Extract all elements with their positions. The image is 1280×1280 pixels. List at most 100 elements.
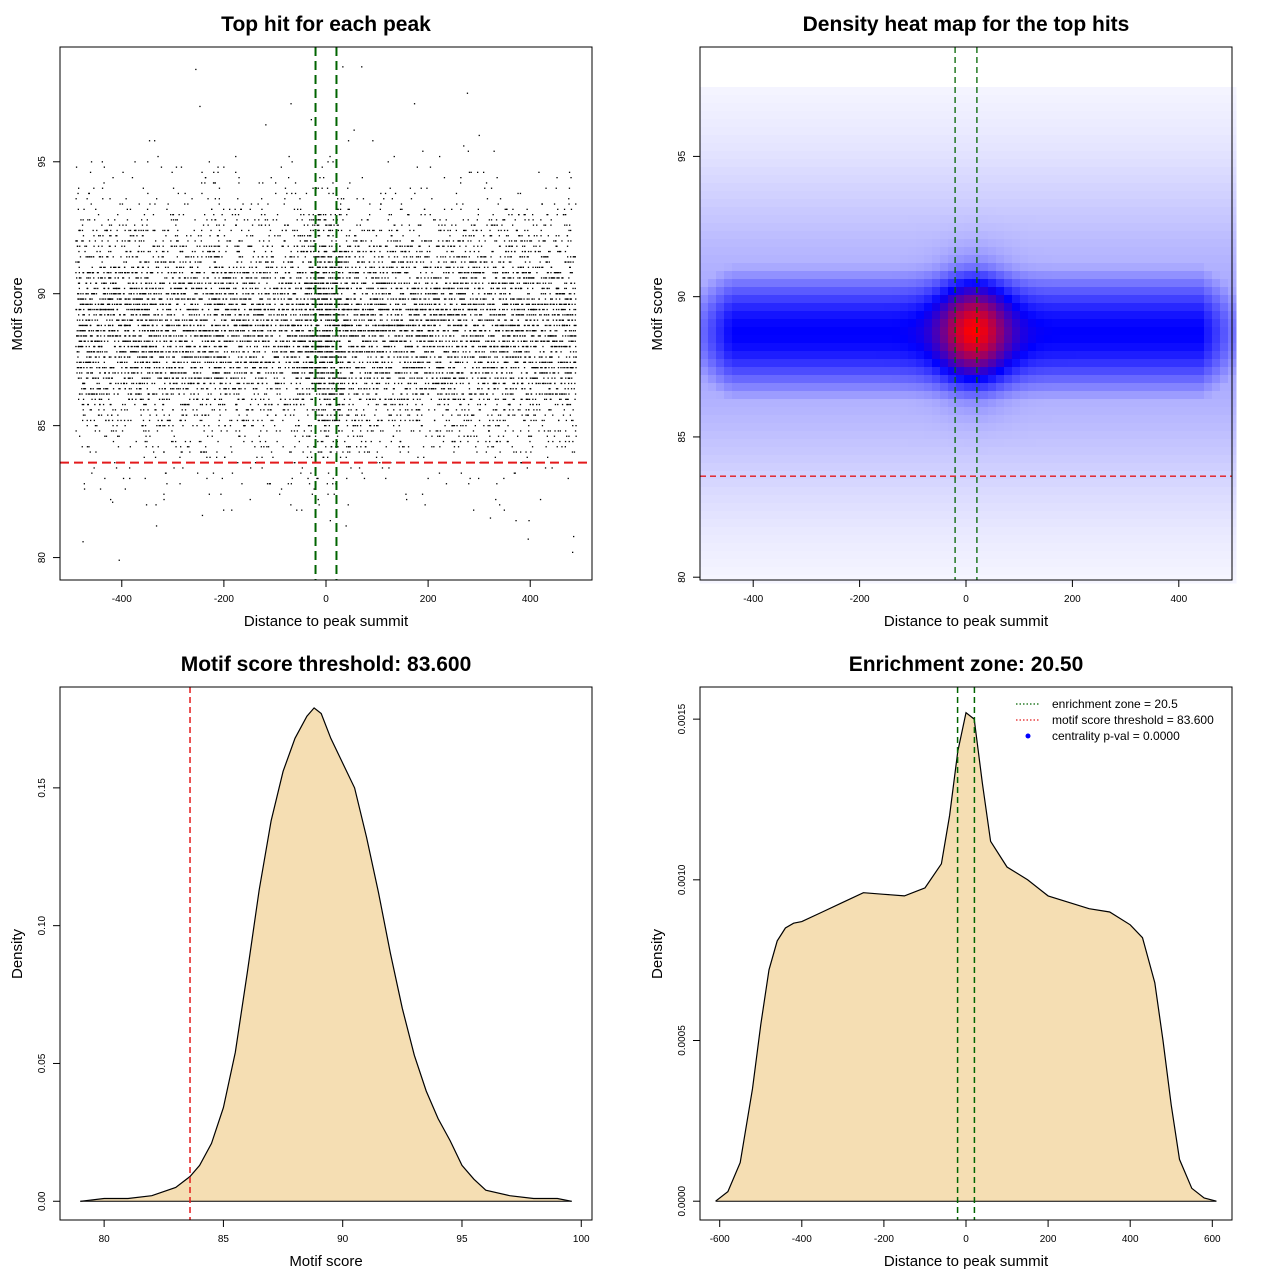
data-point: [268, 483, 271, 485]
data-point: [199, 377, 201, 379]
data-point: [270, 308, 272, 311]
data-point: [339, 208, 342, 210]
data-point: [96, 351, 98, 353]
data-point: [472, 277, 474, 279]
data-point: [420, 293, 422, 295]
data-point: [375, 340, 377, 342]
data-point: [392, 324, 394, 327]
data-point: [524, 250, 526, 253]
data-point: [227, 324, 229, 327]
data-point: [160, 351, 162, 353]
data-point: [326, 372, 328, 374]
data-point: [347, 261, 349, 263]
data-point: [566, 367, 568, 369]
data-point: [208, 425, 210, 427]
data-point: [503, 477, 505, 480]
data-point: [397, 398, 399, 400]
data-point: [312, 187, 314, 189]
data-point: [293, 367, 295, 369]
data-point: [154, 282, 157, 284]
data-point: [173, 330, 175, 332]
data-point: [356, 272, 358, 274]
data-point: [345, 419, 348, 422]
data-point: [435, 372, 438, 374]
data-point: [328, 425, 330, 427]
data-point: [162, 345, 165, 348]
data-point: [207, 198, 209, 200]
data-point: [393, 351, 395, 353]
data-point: [381, 277, 383, 279]
data-point: [368, 398, 371, 400]
data-point: [527, 393, 529, 395]
data-point: [336, 409, 339, 411]
data-point: [214, 277, 216, 279]
data-point: [75, 198, 77, 200]
data-point: [443, 319, 445, 321]
data-point: [129, 467, 131, 469]
data-point: [258, 224, 260, 226]
data-point: [462, 425, 464, 427]
data-point: [115, 467, 118, 469]
data-point: [218, 372, 220, 374]
data-point: [420, 388, 422, 390]
data-point: [489, 377, 491, 379]
data-point: [541, 203, 543, 205]
data-point: [323, 272, 325, 274]
data-point: [94, 219, 96, 221]
data-point: [284, 403, 286, 406]
data-point: [100, 266, 102, 268]
data-point: [84, 414, 86, 416]
data-point: [124, 351, 126, 353]
data-point: [552, 319, 554, 321]
data-point: [510, 393, 513, 395]
data-point: [258, 351, 260, 353]
data-point: [241, 298, 243, 300]
data-point: [378, 277, 380, 279]
data-point: [438, 298, 440, 300]
data-point: [225, 409, 227, 411]
data-point: [366, 377, 368, 379]
data-point: [481, 361, 483, 363]
data-point: [515, 287, 517, 290]
data-point: [186, 330, 188, 332]
data-point: [296, 277, 298, 279]
data-point: [338, 308, 340, 311]
data-point: [135, 229, 137, 232]
data-point: [555, 351, 557, 353]
data-point: [282, 409, 284, 411]
data-point: [546, 261, 548, 263]
data-point: [362, 340, 364, 342]
data-point: [568, 340, 570, 342]
data-point: [372, 272, 375, 274]
data-point: [114, 293, 116, 295]
data-point: [133, 287, 136, 290]
data-point: [280, 303, 282, 305]
data-point: [338, 261, 340, 263]
data-point: [526, 319, 528, 321]
data-point: [505, 388, 507, 390]
data-point: [540, 314, 542, 316]
data-point: [330, 382, 332, 385]
data-point: [193, 256, 195, 258]
data-point: [349, 367, 351, 369]
data-point: [119, 361, 121, 363]
data-point: [444, 224, 446, 226]
data-point: [241, 372, 243, 374]
data-point: [273, 287, 275, 290]
data-point: [491, 372, 493, 374]
data-point: [322, 367, 324, 369]
data-point: [236, 219, 238, 221]
data-point: [573, 282, 576, 284]
data-point: [146, 224, 148, 226]
data-point: [477, 324, 479, 327]
data-point: [331, 287, 333, 290]
data-point: [207, 377, 209, 379]
data-point: [240, 345, 242, 348]
data-point: [226, 340, 228, 342]
data-point: [270, 266, 272, 268]
data-point: [185, 335, 187, 337]
data-point: [145, 504, 148, 506]
data-point: [153, 245, 156, 247]
data-point: [397, 303, 400, 305]
data-point: [542, 340, 545, 342]
